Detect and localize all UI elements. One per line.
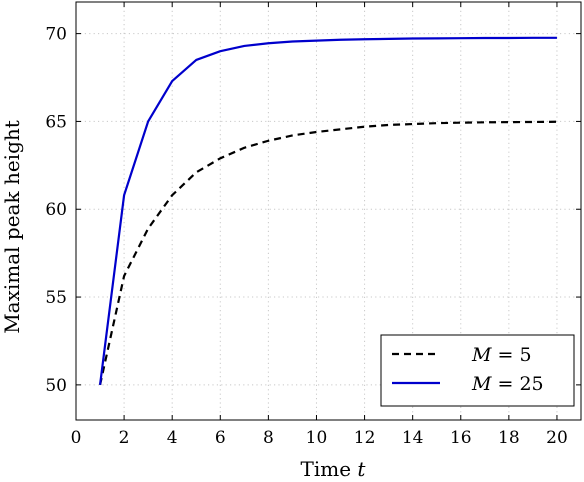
legend-label-variable: M [471,344,492,366]
y-tick-label: 55 [45,288,67,308]
x-axis-title-variable: t [357,457,366,481]
series-line-2 [98,36,557,386]
x-tick-label: 4 [167,428,178,448]
x-axis-title-text: Time [301,457,352,481]
legend-label-value: = 25 [491,373,543,395]
series-line-1 [98,120,557,386]
series-lines [98,36,557,386]
x-tick-label: 20 [546,428,568,448]
x-tick-label: 2 [119,428,130,448]
x-tick-label: 0 [71,428,82,448]
x-tick-label: 12 [354,428,376,448]
x-tick-label: 10 [306,428,328,448]
legend-box [380,334,575,407]
legend-label-value: = 5 [491,344,531,366]
y-tick-label: 60 [45,200,67,220]
legend-label-2: M = 25 [471,373,544,395]
x-tick-label: 14 [402,428,424,448]
plot-area-frame [75,1,582,421]
legend-label-1: M = 5 [471,344,532,366]
x-tick-label: 18 [498,428,520,448]
x-axis-title: Time t [301,457,367,481]
y-tick-label: 70 [45,25,67,45]
x-tick-label: 16 [450,428,472,448]
y-tick-label: 65 [45,112,67,132]
x-tick-label: 8 [263,428,274,448]
x-tick-label: 6 [215,428,226,448]
legend: M = 5M = 25 [380,334,575,407]
axis-ticks [75,2,581,420]
legend-label-variable: M [471,373,492,395]
tick-labels: 0 2 4 6 8 10 12 14 16 18 20 50 55 60 65 70 [45,25,567,448]
y-axis-title: Maximal peak height [0,120,24,334]
y-tick-label: 50 [45,376,67,396]
